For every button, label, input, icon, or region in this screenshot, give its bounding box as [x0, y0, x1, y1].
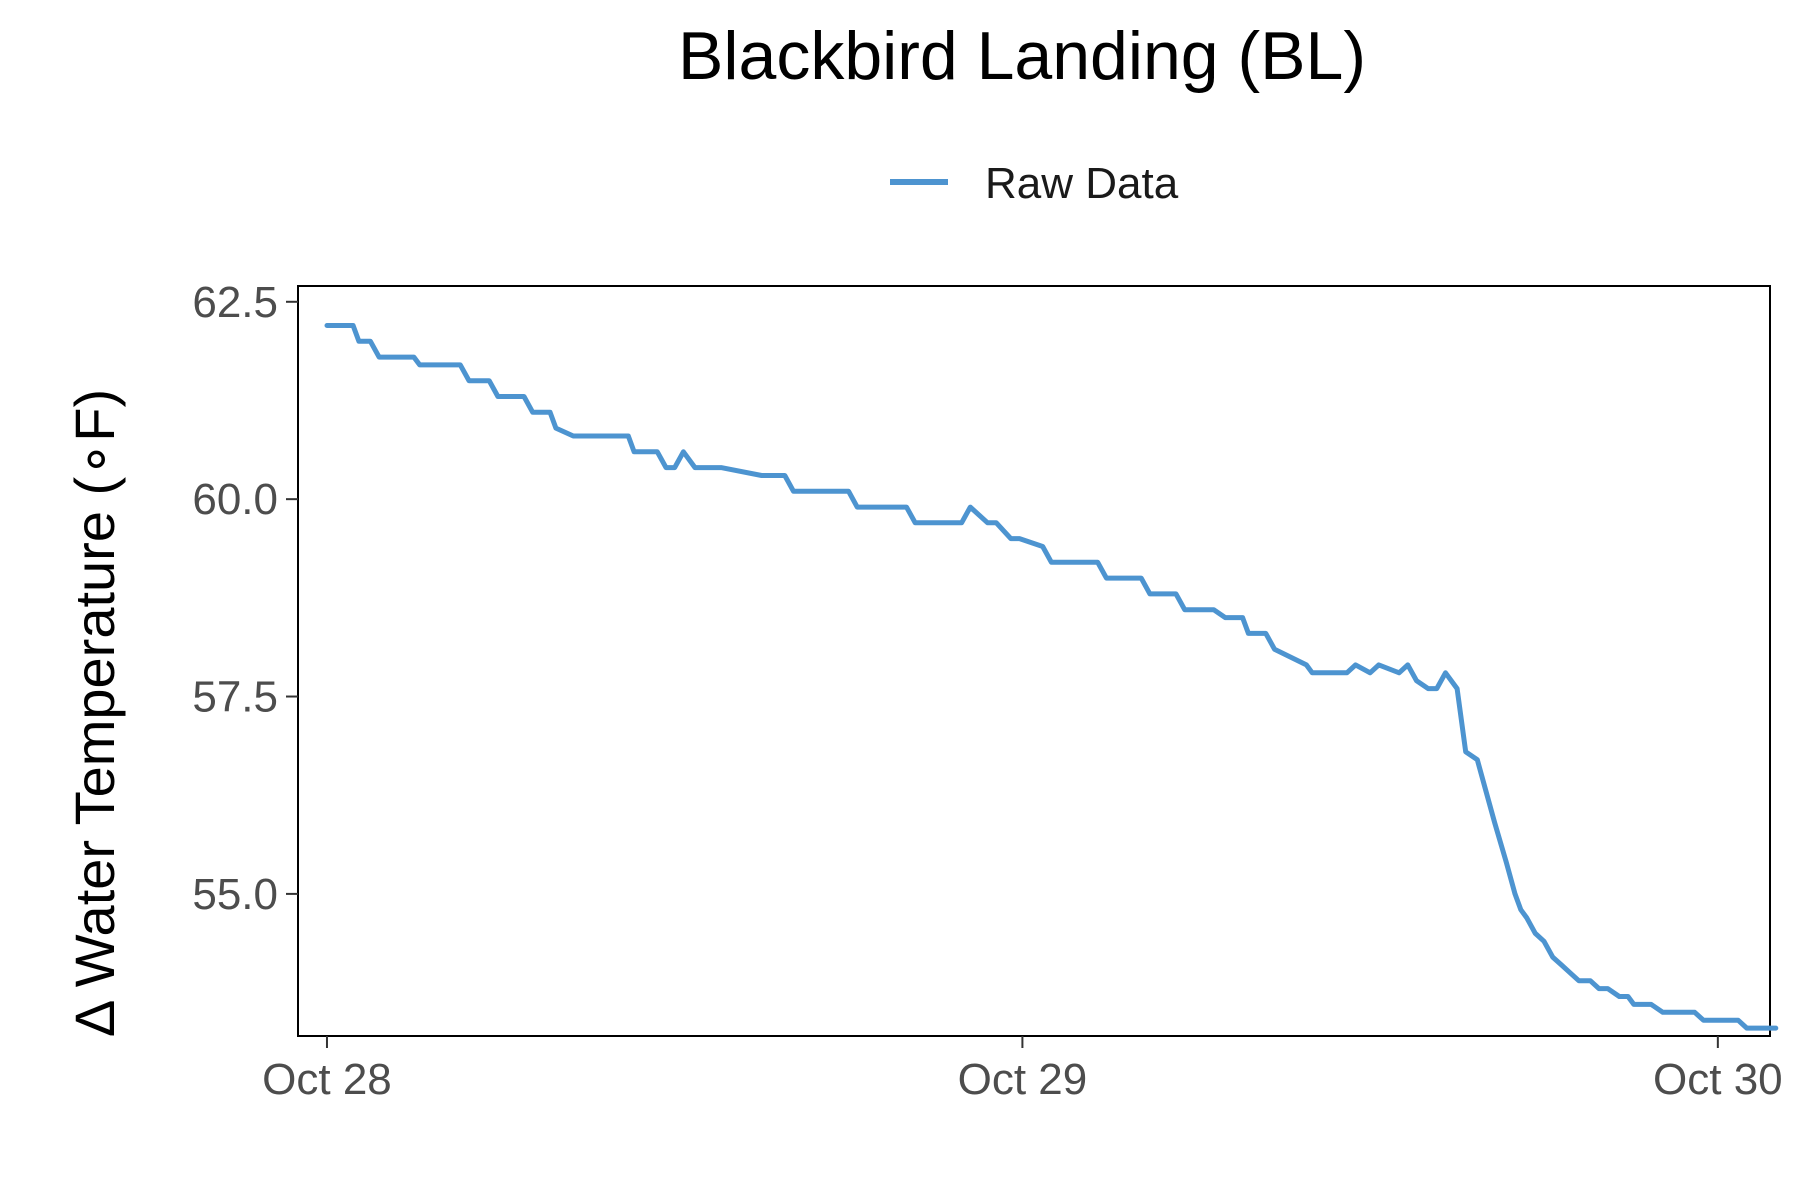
- y-tick-label: 57.5: [192, 673, 278, 722]
- x-axis: Oct 28 Oct 29 Oct 30: [262, 1036, 1783, 1104]
- y-tick-label: 62.5: [192, 278, 278, 327]
- y-tick-label: 55.0: [192, 870, 278, 919]
- x-tick-label: Oct 29: [958, 1055, 1088, 1104]
- chart-title: Blackbird Landing (BL): [678, 18, 1366, 94]
- legend-label-raw-data: Raw Data: [985, 159, 1179, 208]
- legend: Raw Data: [890, 159, 1179, 208]
- series-line-raw-data: [324, 323, 1779, 1031]
- x-tick-label: Oct 28: [262, 1055, 392, 1104]
- series-layer: [324, 323, 1779, 1031]
- x-tick-label: Oct 30: [1653, 1055, 1783, 1104]
- plot-panel: [297, 285, 1771, 1037]
- y-axis-title: Δ Water Temperature (∘F): [63, 389, 126, 1037]
- y-tick-label: 60.0: [192, 475, 278, 524]
- y-axis: 55.0 57.5 60.0 62.5: [192, 278, 298, 919]
